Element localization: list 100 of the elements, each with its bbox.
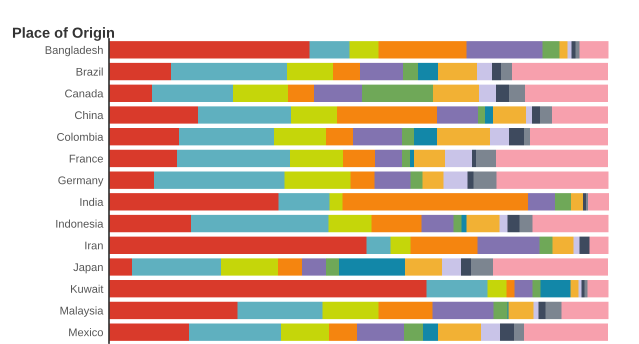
bar <box>328 214 372 232</box>
bar <box>530 128 608 146</box>
bar <box>221 258 278 276</box>
bar <box>152 84 233 102</box>
bar <box>526 106 532 124</box>
bar <box>278 193 330 211</box>
y-tick-label: India <box>80 198 104 206</box>
bar <box>402 128 414 146</box>
bar <box>375 150 402 168</box>
bar <box>414 128 437 146</box>
bar <box>520 214 532 232</box>
bar <box>508 302 534 320</box>
bar <box>542 41 560 59</box>
bar <box>514 280 532 298</box>
bar <box>423 323 438 341</box>
bar <box>109 150 177 168</box>
bar <box>528 193 555 211</box>
bar <box>508 214 520 232</box>
bar <box>461 258 471 276</box>
bar <box>493 258 608 276</box>
bar <box>524 128 530 146</box>
bar <box>333 62 360 80</box>
bar <box>496 171 608 189</box>
bar <box>514 323 524 341</box>
y-tick-label: Kuwait <box>71 284 104 293</box>
bar <box>500 214 508 232</box>
bar <box>532 106 540 124</box>
bar <box>109 214 191 232</box>
bar <box>390 236 410 254</box>
bar <box>546 302 562 320</box>
bar <box>524 323 608 341</box>
bar <box>534 302 538 320</box>
bar <box>496 84 509 102</box>
bar <box>433 84 479 102</box>
bar <box>560 41 568 59</box>
bar <box>466 214 500 232</box>
bar <box>109 323 189 341</box>
bar <box>492 62 501 80</box>
bar <box>378 41 466 59</box>
bar <box>588 280 608 298</box>
bar <box>525 84 608 102</box>
bar <box>326 258 339 276</box>
bar <box>466 41 542 59</box>
bar <box>353 128 402 146</box>
bar <box>576 41 580 59</box>
bar <box>512 62 608 80</box>
bar <box>540 106 552 124</box>
bar <box>582 280 584 298</box>
bar <box>109 302 238 320</box>
bar <box>540 280 570 298</box>
bar <box>179 128 274 146</box>
bar <box>509 128 524 146</box>
bar <box>570 280 578 298</box>
bar <box>471 258 493 276</box>
y-tick-label: Mexico <box>69 328 103 336</box>
bar <box>274 128 326 146</box>
bar <box>357 323 404 341</box>
bar <box>580 41 608 59</box>
bar <box>171 62 287 80</box>
bar <box>109 106 198 124</box>
bar <box>414 150 445 168</box>
bar <box>360 62 403 80</box>
bar <box>233 84 288 102</box>
y-tick-label: Malaysia <box>60 306 104 317</box>
bar <box>555 193 571 211</box>
bar <box>191 214 328 232</box>
bar <box>378 302 432 320</box>
bar <box>410 236 478 254</box>
bar <box>500 323 514 341</box>
bar <box>403 62 418 80</box>
bar <box>177 150 290 168</box>
bar <box>478 236 540 254</box>
bar <box>438 62 477 80</box>
bar <box>109 84 152 102</box>
bar <box>329 323 357 341</box>
bar <box>442 258 461 276</box>
bar <box>402 150 410 168</box>
bar <box>302 258 326 276</box>
bar <box>350 41 378 59</box>
bar <box>290 150 343 168</box>
bar <box>330 193 342 211</box>
bar <box>562 302 608 320</box>
bar <box>278 258 302 276</box>
bar <box>472 150 476 168</box>
bar <box>238 302 322 320</box>
y-tick-label: Germany <box>58 176 104 186</box>
bar <box>432 302 494 320</box>
bar <box>578 280 582 298</box>
y-tick-label: Brazil <box>76 68 103 76</box>
bar <box>580 236 590 254</box>
bar <box>109 236 366 254</box>
bar <box>590 236 608 254</box>
bar <box>588 193 609 211</box>
bar <box>493 106 526 124</box>
y-tick-label: Japan <box>73 263 103 274</box>
bar <box>109 128 179 146</box>
bar <box>568 41 572 59</box>
y-tick-label: Iran <box>85 242 103 250</box>
bar <box>490 128 509 146</box>
bar <box>288 84 314 102</box>
